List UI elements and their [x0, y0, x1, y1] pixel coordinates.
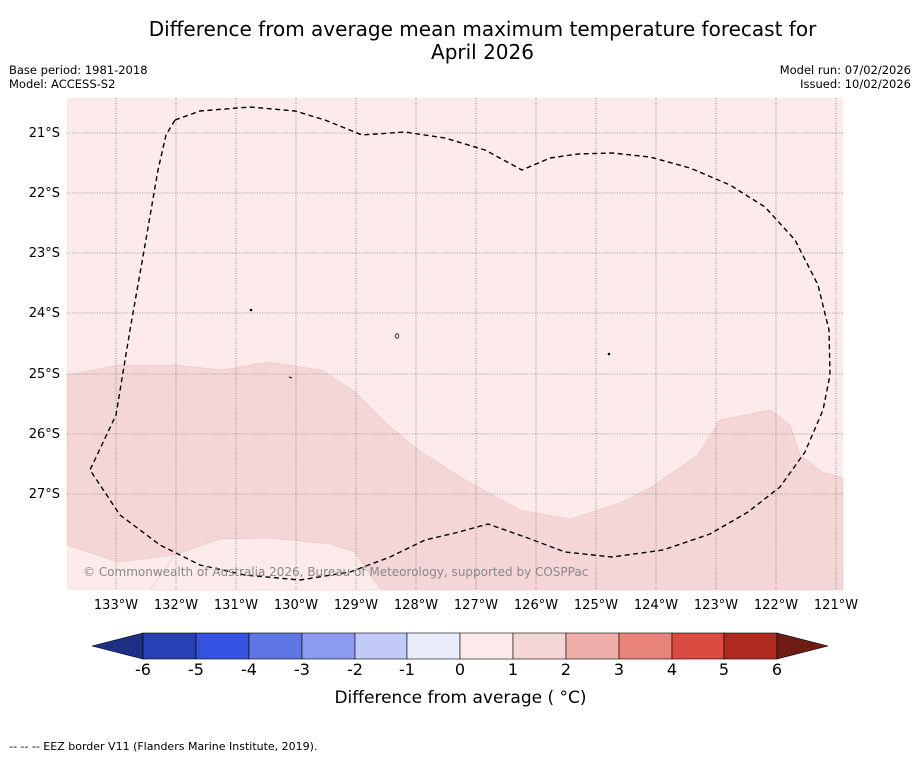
colorbar-swatch: [195, 632, 250, 660]
colorbar-tick: -4: [241, 660, 257, 679]
colorbar-tick: 1: [507, 660, 519, 679]
colorbar-tick: -6: [135, 660, 151, 679]
colorbar-tick: 3: [613, 660, 625, 679]
lat-label: 27°S: [28, 487, 60, 502]
colorbar-extend-high: [776, 632, 829, 660]
lon-label: 122°W: [753, 598, 799, 613]
colorbar-swatch: [248, 632, 303, 660]
colorbar-swatch: [512, 632, 567, 660]
colorbar-tick: -1: [399, 660, 415, 679]
issued-date: Issued: 10/02/2026: [800, 77, 911, 91]
colorbar-tick: -2: [347, 660, 363, 679]
colorbar-swatch: [406, 632, 461, 660]
colorbar-swatch: [565, 632, 620, 660]
lon-label: 127°W: [453, 598, 499, 613]
colorbar-tick: 6: [771, 660, 783, 679]
lat-label: 23°S: [28, 246, 60, 261]
meta-right: Model run: 07/02/2026 Issued: 10/02/2026: [780, 63, 911, 91]
colorbar-swatch: [354, 632, 408, 660]
lon-label: 121°W: [813, 598, 859, 613]
model-name: Model: ACCESS-S2: [9, 77, 116, 91]
colorbar-swatch: [671, 632, 725, 660]
colorbar-swatch: [723, 632, 778, 660]
colorbar-tick: -3: [294, 660, 310, 679]
map-title-line2: April 2026: [431, 40, 534, 64]
colorbar-swatch: [618, 632, 673, 660]
islands: [249, 308, 611, 379]
island: [394, 333, 400, 339]
eez-footnote: -- -- -- EEZ border V11 (Flanders Marine…: [9, 740, 318, 753]
lon-label: 132°W: [153, 598, 199, 613]
lat-label: 26°S: [28, 427, 60, 442]
colorbar-tick: 5: [718, 660, 730, 679]
lon-label: 124°W: [633, 598, 679, 613]
island: [607, 352, 611, 356]
lat-label: 22°S: [28, 186, 60, 201]
island: [288, 376, 293, 379]
lat-label: 24°S: [28, 306, 60, 321]
colorbar-tick: 0: [454, 660, 466, 679]
colorbar-tick: 2: [560, 660, 572, 679]
model-run: Model run: 07/02/2026: [779, 63, 911, 77]
colorbar-tick: -5: [188, 660, 204, 679]
lon-label: 129°W: [333, 598, 379, 613]
colorbar-swatch: [301, 632, 356, 660]
lon-label: 123°W: [693, 598, 739, 613]
colorbar-swatch: [459, 632, 514, 660]
meta-left: Base period: 1981-2018 Model: ACCESS-S2: [9, 63, 148, 91]
lon-label: 125°W: [573, 598, 619, 613]
colorbar-swatch: [142, 632, 197, 660]
lon-label: 128°W: [393, 598, 439, 613]
lon-label: 131°W: [213, 598, 259, 613]
copyright-notice: © Commonwealth of Australia 2026, Bureau…: [83, 565, 589, 579]
colorbar-extend-low: [91, 632, 144, 660]
colorbar-label: Difference from average ( °C): [334, 688, 587, 708]
gridlines: [67, 98, 843, 590]
lon-label: 130°W: [273, 598, 319, 613]
anomaly-patch-0-1: [149, 537, 383, 591]
map-title: Difference from average mean maximum tem…: [0, 18, 919, 64]
colorbar-tick: 4: [666, 660, 678, 679]
eez-border: [89, 106, 831, 581]
lat-label: 21°S: [28, 126, 60, 141]
lon-label: 126°W: [513, 598, 559, 613]
island: [249, 308, 253, 312]
lon-label: 133°W: [93, 598, 139, 613]
map-title-line1: Difference from average mean maximum tem…: [148, 17, 817, 41]
lat-label: 25°S: [28, 367, 60, 382]
colorbar: [91, 632, 829, 660]
base-period: Base period: 1981-2018: [9, 63, 148, 77]
